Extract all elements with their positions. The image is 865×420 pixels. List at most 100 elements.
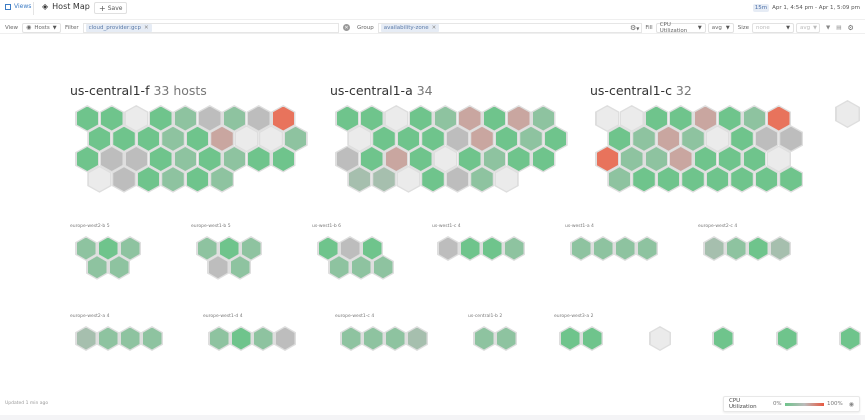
host-hexagon[interactable] bbox=[75, 326, 97, 351]
host-hexagon[interactable] bbox=[457, 105, 482, 132]
clear-filter-icon[interactable]: ✕ bbox=[343, 24, 350, 31]
host-hexagon[interactable] bbox=[406, 326, 428, 351]
host-hexagon[interactable] bbox=[437, 236, 459, 261]
legend-toggle-icon[interactable]: ▤ bbox=[836, 24, 842, 31]
host-hexagon[interactable] bbox=[119, 236, 141, 261]
host-hexagon[interactable] bbox=[420, 125, 446, 153]
host-hexagon[interactable] bbox=[742, 145, 767, 173]
remove-filter-icon[interactable]: ✕ bbox=[143, 24, 149, 31]
host-hexagon[interactable] bbox=[86, 254, 108, 280]
host-hexagon[interactable] bbox=[372, 254, 394, 280]
host-hexagon[interactable] bbox=[335, 105, 360, 132]
host-hexagon[interactable] bbox=[459, 236, 481, 261]
host-hexagon[interactable] bbox=[396, 165, 421, 193]
host-hexagon[interactable] bbox=[87, 125, 112, 153]
host-hexagon[interactable] bbox=[234, 125, 259, 153]
host-hexagon[interactable] bbox=[230, 326, 252, 351]
host-hexagon[interactable] bbox=[636, 236, 658, 261]
host-hexagon[interactable] bbox=[408, 105, 433, 132]
host-hexagon[interactable] bbox=[481, 236, 503, 261]
host-hexagon[interactable] bbox=[99, 145, 124, 173]
host-hexagon[interactable] bbox=[506, 145, 531, 173]
palette-icon[interactable]: ◉ bbox=[848, 400, 854, 408]
host-hexagon[interactable] bbox=[592, 236, 614, 261]
views-button[interactable]: Views bbox=[5, 3, 31, 10]
host-hexagon[interactable] bbox=[503, 236, 525, 261]
host-hexagon[interactable] bbox=[141, 326, 163, 351]
filter-chip[interactable]: cloud_provider:gcp ✕ bbox=[85, 23, 152, 32]
host-hexagon[interactable] bbox=[328, 254, 350, 280]
host-hexagon[interactable] bbox=[240, 236, 262, 261]
host-hexagon[interactable] bbox=[482, 145, 507, 173]
host-hexagon[interactable] bbox=[835, 100, 860, 128]
host-hexagon[interactable] bbox=[649, 326, 671, 351]
size-agg-select[interactable]: avg ▼ bbox=[796, 22, 821, 33]
host-hexagon[interactable] bbox=[283, 125, 308, 153]
host-hexagon[interactable] bbox=[469, 125, 495, 153]
host-hexagon[interactable] bbox=[384, 145, 409, 173]
settings-gear-icon[interactable]: ⚙ bbox=[847, 23, 854, 32]
host-hexagon[interactable] bbox=[614, 236, 636, 261]
host-hexagon[interactable] bbox=[347, 125, 372, 153]
host-hexagon[interactable] bbox=[581, 326, 603, 351]
host-hexagon[interactable] bbox=[396, 125, 421, 153]
host-hexagon[interactable] bbox=[229, 254, 251, 280]
size-metric-select[interactable]: none ▼ bbox=[752, 22, 795, 33]
host-hexagon[interactable] bbox=[769, 236, 791, 261]
host-hexagon[interactable] bbox=[246, 105, 271, 132]
host-hexagon[interactable] bbox=[371, 125, 397, 153]
host-hexagon[interactable] bbox=[408, 145, 433, 173]
host-hexagon[interactable] bbox=[339, 236, 361, 261]
group-input[interactable]: availability-zone ✕ bbox=[377, 22, 642, 33]
host-hexagon[interactable] bbox=[87, 165, 112, 193]
host-hexagon[interactable] bbox=[317, 236, 339, 261]
host-hexagon[interactable] bbox=[362, 326, 384, 351]
host-hexagon[interactable] bbox=[839, 326, 861, 351]
host-hexagon[interactable] bbox=[433, 105, 458, 132]
save-button[interactable]: + Save bbox=[94, 2, 128, 14]
host-hexagon[interactable] bbox=[747, 236, 769, 261]
time-range-picker[interactable]: 15m Apr 1, 4:54 pm - Apr 1, 5:09 pm bbox=[752, 4, 860, 12]
host-hexagon[interactable] bbox=[271, 105, 296, 132]
fill-metric-select[interactable]: CPU Utilization ▼ bbox=[655, 22, 706, 34]
host-hexagon[interactable] bbox=[361, 236, 383, 261]
filter-funnel-icon[interactable]: ▼ bbox=[826, 24, 831, 31]
host-hexagon[interactable] bbox=[75, 145, 100, 173]
host-hexagon[interactable] bbox=[340, 326, 362, 351]
host-hexagon[interactable] bbox=[384, 326, 406, 351]
host-hexagon[interactable] bbox=[559, 326, 581, 351]
host-hexagon[interactable] bbox=[208, 326, 230, 351]
host-hexagon[interactable] bbox=[420, 165, 446, 193]
host-hexagon[interactable] bbox=[776, 326, 798, 351]
host-hexagon[interactable] bbox=[196, 236, 218, 261]
host-hexagon[interactable] bbox=[445, 165, 470, 193]
host-hexagon[interactable] bbox=[703, 236, 725, 261]
time-range-text[interactable]: Apr 1, 4:54 pm - Apr 1, 5:09 pm bbox=[772, 5, 860, 11]
remove-group-icon[interactable]: ✕ bbox=[431, 24, 437, 31]
host-hexagon[interactable] bbox=[108, 254, 130, 280]
host-hexagon[interactable] bbox=[725, 236, 747, 261]
host-hexagon[interactable] bbox=[347, 165, 372, 193]
host-hexagon[interactable] bbox=[207, 254, 229, 280]
host-hexagon[interactable] bbox=[252, 326, 274, 351]
host-hexagon[interactable] bbox=[433, 145, 458, 173]
host-hexagon[interactable] bbox=[469, 165, 495, 193]
host-hexagon[interactable] bbox=[359, 145, 384, 173]
host-hexagon[interactable] bbox=[457, 145, 482, 173]
time-badge[interactable]: 15m bbox=[752, 4, 770, 12]
host-hexagon[interactable] bbox=[371, 165, 397, 193]
host-hexagon[interactable] bbox=[350, 254, 372, 280]
host-hexagon[interactable] bbox=[384, 105, 409, 132]
fill-agg-select[interactable]: avg ▼ bbox=[707, 22, 734, 33]
view-select[interactable]: ◉ Hosts ▼ bbox=[22, 22, 61, 33]
host-hexagon[interactable] bbox=[258, 125, 284, 153]
host-hexagon[interactable] bbox=[218, 236, 240, 261]
host-hexagon[interactable] bbox=[335, 145, 360, 173]
group-chip[interactable]: availability-zone ✕ bbox=[380, 23, 440, 32]
host-hexagon[interactable] bbox=[119, 326, 141, 351]
gear-dropdown-icon[interactable]: ⚙▼ bbox=[630, 23, 640, 32]
filter-input[interactable]: cloud_provider:gcp ✕ bbox=[82, 22, 339, 33]
host-hexagon[interactable] bbox=[97, 326, 119, 351]
host-hexagon[interactable] bbox=[445, 125, 470, 153]
host-hexagon[interactable] bbox=[473, 326, 495, 351]
